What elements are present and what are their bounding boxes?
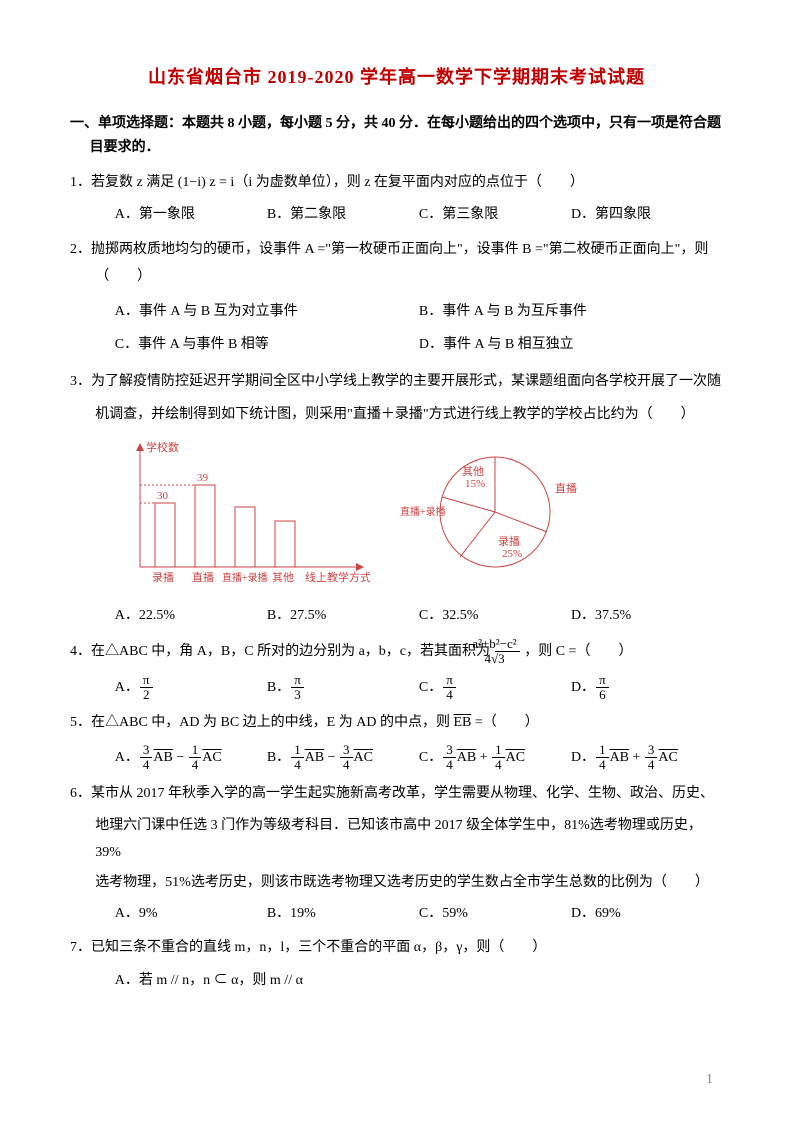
bar-2-val: 39 [197,472,209,484]
bar-1 [155,503,175,567]
cat-3: 直播+录播 [222,571,268,584]
question-4: 4．在△ABC 中，角 A，B，C 所对的边分别为 a，b，c，若其面积为 a²… [70,637,723,667]
question-6-line3: 选考物理，51%选考历史，则该市既选考物理又选考历史的学生数占全市学生总数的比例… [70,870,723,897]
q4-opt-a: A．π2 [115,673,267,703]
pie-pct-rec: 25% [502,548,522,560]
pie-chart: 其他 15% 直播 录播 25% 直播+录播 [400,437,580,587]
y-axis-label: 学校数 [146,440,179,454]
bar-1-val: 30 [157,490,169,502]
q5-tail: =（ ） [471,715,538,730]
q4-opt-b: B．π3 [267,673,419,703]
q3-opt-a: A．22.5% [115,603,267,630]
page-title: 山东省烟台市 2019-2020 学年高一数学下学期期末考试试题 [70,60,723,94]
question-6-line1: 6．某市从 2017 年秋季入学的高一学生起实施新高考改革，学生需要从物理、化学… [70,781,723,808]
q3-opt-d: D．37.5% [571,603,723,630]
question-2: 2．抛掷两枚质地均匀的硬币，设事件 A ="第一枚硬币正面向上"，设事件 B =… [70,237,723,290]
q4-frac-den: 4√3 [495,652,520,666]
q5-vec-eb: EB [453,715,471,730]
pie-lbl-other: 其他 [462,465,484,478]
q5-text: 5．在△ABC 中，AD 为 BC 边上的中线，E 为 AD 的中点，则 [70,715,453,730]
q6-options: A．9% B．19% C．59% D．69% [70,901,723,928]
q4-pre: 4．在△ABC 中，角 A，B，C 所对的边分别为 a，b，c，若其面积为 [70,644,490,659]
q6-opt-b: B．19% [267,901,419,928]
question-7: 7．已知三条不重合的直线 m，n，l，三个不重合的平面 α，β，γ，则（ ） [70,935,723,962]
q2-options: A．事件 A 与 B 互为对立事件 B．事件 A 与 B 为互斥事件 C．事件 … [70,296,723,361]
bar-2 [195,485,215,567]
q1-opt-b: B．第二象限 [267,202,419,229]
page-number: 1 [706,1067,713,1094]
q6-opt-c: C．59% [419,901,571,928]
q3-opt-b: B．27.5% [267,603,419,630]
pie-lbl-both: 直播+录播 [400,505,446,518]
q5-opt-b: B．14AB − 34AC [267,743,419,773]
q4-fraction: a²+b²−c² 4√3 [495,637,520,667]
q5-opt-c: C．34AB + 14AC [419,743,571,773]
question-3-line2: 机调查，并绘制得到如下统计图，则采用"直播＋录播"方式进行线上教学的学校占比约为… [70,402,723,429]
q5-opt-d: D．14AB + 34AC [571,743,723,773]
question-1: 1．若复数 z 满足 (1−i) z = i（i 为虚数单位），则 z 在复平面… [70,170,723,197]
question-6-line2: 地理六门课中任选 3 门作为等级考科目．已知该市高中 2017 级全体学生中，8… [70,813,723,866]
cat-4: 其他 [272,571,294,584]
section-1-heading: 一、单项选择题：本题共 8 小题，每小题 5 分，共 40 分．在每小题给出的四… [70,112,723,160]
y-axis-arrow-icon [136,443,144,451]
q2-opt-b: B．事件 A 与 B 为互斥事件 [419,299,723,326]
cat-1: 录播 [152,570,174,584]
pie-lbl-live: 直播 [555,481,577,495]
q1-options: A．第一象限 B．第二象限 C．第三象限 D．第四象限 [70,202,723,229]
x-axis-label: 线上教学方式 [305,570,370,584]
q6-opt-a: A．9% [115,901,267,928]
q4-opt-d: D．π6 [571,673,723,703]
q3-opt-c: C．32.5% [419,603,571,630]
q4-options: A．π2 B．π3 C．π4 D．π6 [70,673,723,703]
q2-opt-a: A．事件 A 与 B 互为对立事件 [115,299,419,326]
q3-options: A．22.5% B．27.5% C．32.5% D．37.5% [70,603,723,630]
q2-opt-c: C．事件 A 与事件 B 相等 [115,332,419,359]
bar-3 [235,507,255,567]
pie-pct-other: 15% [465,478,485,490]
q7-opt-a: A．若 m // n，n ⊂ α，则 m // α [70,968,723,995]
bar-4 [275,521,295,567]
cat-2: 直播 [192,570,214,584]
q4-post: ，则 C =（ ） [524,644,632,659]
x-axis-arrow-icon [356,563,364,571]
question-5: 5．在△ABC 中，AD 为 BC 边上的中线，E 为 AD 的中点，则 EB … [70,710,723,737]
q1-opt-a: A．第一象限 [115,202,267,229]
q3-charts: 学校数 30 39 录播 直播 直播+录播 其他 线上教学方式 [110,437,723,597]
pie-lbl-rec: 录播 [498,534,520,548]
q2-opt-d: D．事件 A 与 B 相互独立 [419,332,723,359]
q1-opt-c: C．第三象限 [419,202,571,229]
q4-frac-num: a²+b²−c² [495,637,520,652]
q4-opt-c: C．π4 [419,673,571,703]
q6-opt-d: D．69% [571,901,723,928]
q1-opt-d: D．第四象限 [571,202,723,229]
q5-opt-a: A．34AB − 14AC [115,743,267,773]
bar-chart: 学校数 30 39 录播 直播 直播+录播 其他 线上教学方式 [110,437,370,597]
q5-options: A．34AB − 14AC B．14AB − 34AC C．34AB + 14A… [70,743,723,773]
question-3-line1: 3．为了解疫情防控延迟开学期间全区中小学线上教学的主要开展形式，某课题组面向各学… [70,369,723,396]
